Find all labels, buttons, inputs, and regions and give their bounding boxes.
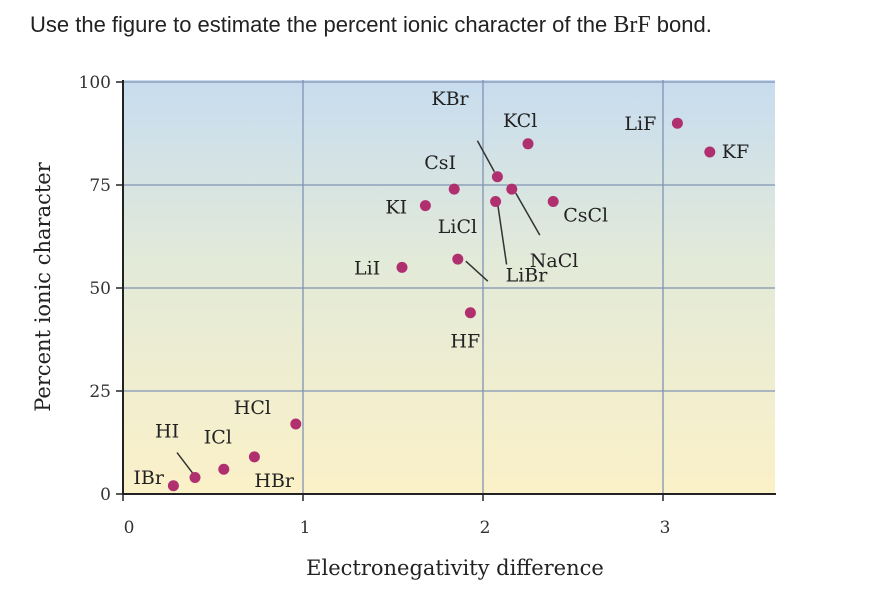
point-kbr	[491, 171, 503, 183]
point-ibr	[167, 480, 179, 492]
y-tick-label: 25	[89, 382, 111, 402]
point-hcl	[290, 418, 302, 430]
leader-kbr	[476, 140, 496, 173]
y-tick-label: 100	[79, 73, 111, 93]
point-libr	[490, 195, 502, 207]
label-hi: HI	[155, 421, 179, 443]
y-tick-label: 0	[100, 485, 111, 505]
x-tick-label: 2	[480, 518, 491, 538]
point-hf	[464, 307, 476, 319]
x-tick-label: 1	[300, 518, 311, 538]
label-lif: LiF	[624, 113, 656, 135]
label-nacl: NaCl	[530, 250, 579, 272]
point-cscl	[547, 195, 559, 207]
x-tick-label: 3	[660, 518, 671, 538]
leader-licl	[465, 260, 489, 282]
leader-libr	[496, 203, 508, 265]
axes	[122, 80, 776, 495]
question-text: Use the figure to estimate the percent i…	[30, 12, 870, 39]
label-libr: LiBr	[506, 264, 549, 286]
point-hi	[189, 472, 201, 484]
point-licl	[452, 253, 464, 265]
question-prefix: Use the figure to estimate the percent i…	[30, 12, 614, 37]
x-axis-label: Electronegativity difference	[306, 556, 604, 580]
x-ticks: 0 1 2 3	[122, 494, 671, 538]
label-hcl: HCl	[234, 397, 271, 419]
label-hf: HF	[450, 331, 480, 353]
leader-nacl	[515, 192, 541, 236]
label-hbr: HBr	[254, 470, 295, 492]
leader-lines	[176, 140, 541, 474]
question-formula: BrF	[613, 12, 651, 38]
y-ticks: 0 25 50 75 100	[79, 73, 123, 505]
data-points	[167, 117, 716, 492]
label-lii: LiI	[354, 257, 380, 279]
point-ki	[419, 200, 431, 212]
label-kcl: KCl	[503, 110, 537, 132]
point-lif	[671, 117, 683, 129]
label-ibr: IBr	[133, 467, 164, 489]
point-nacl	[506, 183, 518, 195]
label-licl: LiCl	[438, 216, 477, 238]
grid-lines	[123, 80, 775, 494]
x-tick-label: 0	[124, 518, 135, 538]
question-suffix: bond.	[650, 12, 712, 37]
point-lii	[396, 261, 408, 273]
label-icl: ICl	[204, 426, 232, 448]
point-csi	[448, 183, 460, 195]
y-tick-label: 50	[89, 279, 111, 299]
label-kf: KF	[722, 141, 749, 163]
y-axis-label: Percent ionic character	[31, 161, 55, 412]
plot-area	[123, 80, 775, 493]
point-icl	[218, 463, 230, 475]
point-kcl	[522, 138, 534, 150]
leader-hi	[176, 452, 194, 474]
y-tick-label: 75	[89, 176, 111, 196]
label-csi: CsI	[424, 152, 456, 174]
point-hbr	[248, 451, 260, 463]
point-kf	[704, 146, 716, 158]
label-kbr: KBr	[431, 88, 469, 110]
label-cscl: CsCl	[563, 204, 608, 226]
label-ki: KI	[385, 197, 407, 219]
